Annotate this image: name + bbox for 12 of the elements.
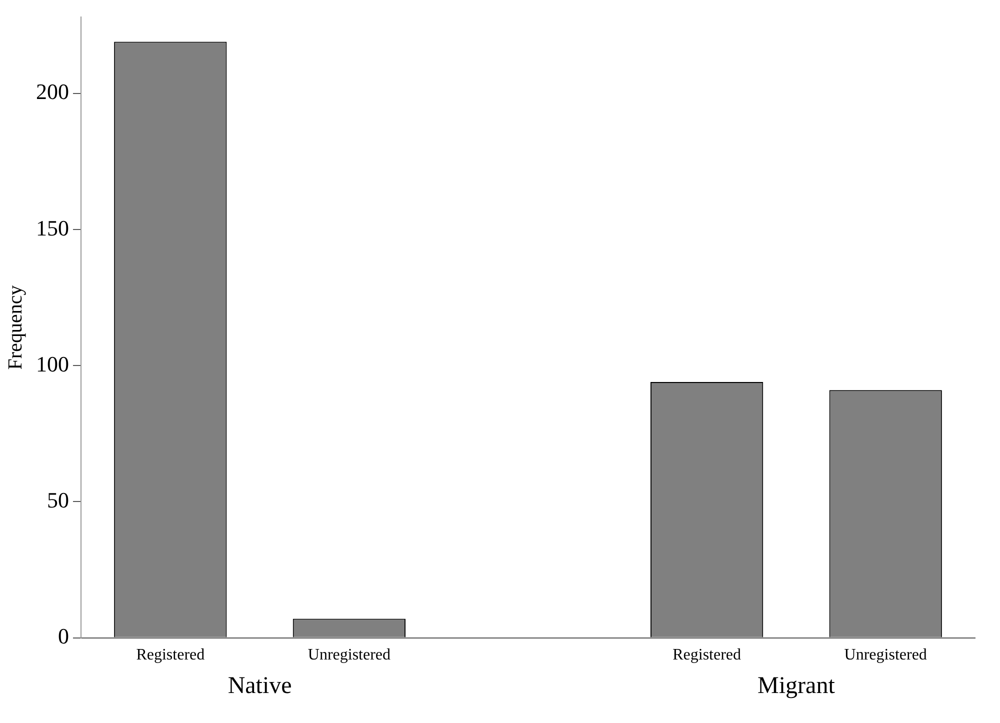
y-tick-label: 150 (36, 215, 69, 240)
y-tick-label: 200 (36, 79, 69, 104)
y-tick-label: 100 (36, 351, 69, 376)
text: Migrant (758, 673, 836, 699)
y-tick-label: 0 (58, 624, 69, 649)
text: Native (228, 673, 292, 699)
x-tick-label: Registered (136, 646, 205, 664)
y-tick-label: 50 (47, 487, 69, 512)
x-tick-label: Unregistered (844, 646, 927, 664)
x-tick-label: Unregistered (308, 646, 391, 664)
x-tick-label: Registered (672, 646, 742, 664)
y-axis-title: Frequency (4, 285, 26, 370)
